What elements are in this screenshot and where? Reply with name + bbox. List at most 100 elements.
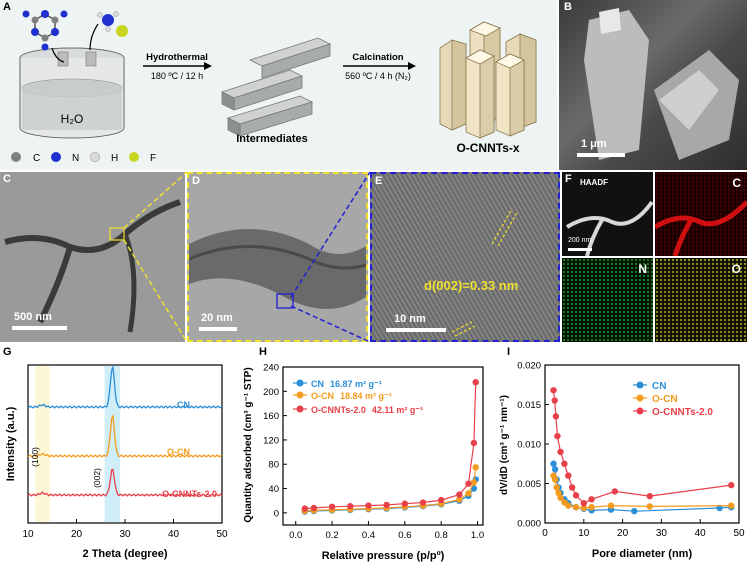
legend-marker-ocnnts [636,407,644,415]
legend-text-ocnnts: O-CNNTs-2.0 42.11 m² g⁻¹ [311,405,423,415]
y-tick-label: 0.005 [517,479,541,490]
isotherm-point [328,503,336,510]
lattice-fringe-marks [451,208,519,337]
oxygen-map: O [655,258,747,342]
isotherm-plot: 0.0 0.2 0.4 0.6 0.8 1.0 0 40 80 120 160 200 240 CN 16… [243,363,484,563]
plot-frame [282,366,484,526]
panel-g-label: G [3,346,12,358]
peak-label-100: (100) [30,447,40,467]
y-tick-label: 0.010 [517,440,541,451]
step1-title: Hydrothermal [146,52,208,63]
x-tick-label: 10 [578,528,590,539]
xrd-plot: 10 20 30 40 50 CN O-CN O-CNNTs-2.0 (100) (00… [5,364,228,560]
haadf-tubes [565,200,653,256]
panel-h-isotherm-chart: H 0.0 0.2 0.4 0.6 0.8 1.0 0 40 80 120 160 200 240 CN… [243,345,495,565]
atom-legend-h: H [111,153,118,164]
panel-c-label: C [3,173,11,185]
pore-point [568,484,576,491]
panel-d-label: D [192,175,200,187]
panel-e-label: E [375,175,383,187]
d-spacing-annotation: d(002)=0.33 nm [424,278,519,293]
legend-text-ocn: O-CN 18.84 m² g⁻¹ [311,391,392,401]
isotherm-point [437,496,445,504]
panel-g-xrd-chart: G 10 20 30 40 50 CN O-CN O-CNNTs-2.0 (100) (… [0,345,240,565]
pore-point [572,492,580,499]
scale-bar [12,326,67,330]
hexagonal-nanotubes-icon [439,21,537,139]
xrd-line-2 [27,468,223,497]
x-tick-label: 30 [656,528,668,539]
atom-legend-f: F [150,153,156,164]
isotherm-point [456,496,463,503]
y-tick-label: 0 [274,508,279,519]
x-tick-label: 0.2 [325,530,338,541]
xrd-line-1 [27,414,223,458]
pore-point [728,502,735,509]
y-tick-label: 200 [263,387,279,398]
isotherm-point [301,505,309,512]
pore-point [572,504,580,511]
legend-text-cn: CN [652,381,666,392]
water-label: H₂O [61,112,84,126]
product-label: O-CNNTs-x [456,141,519,155]
pore-point [550,387,557,394]
legend-marker-cn [296,379,304,387]
pore-point [551,476,559,483]
carbon-map-label: C [732,176,741,190]
oxygen-map-label: O [731,262,741,276]
pore-point [557,448,564,456]
isotherm-point [470,439,478,447]
pore-point [561,460,568,467]
panel-e-hrtem-image: E d(002)=0.33 nm 10 nm [370,172,560,342]
pore-point [580,504,587,512]
x-tick-label: 0.6 [398,530,411,541]
scale-bar-text: 1 μm [581,138,607,150]
x-tick-label: 0 [542,528,548,539]
pore-point [553,484,560,491]
legend-text-ocnnts: O-CNNTs-2.0 [652,407,713,418]
panel-c-tem-image: C 500 nm [0,172,185,342]
x-tick-label: 20 [617,528,629,539]
pore-point [646,503,653,510]
step2-title: Calcination [352,52,403,63]
isotherm-point [401,500,409,507]
peak-band-002 [104,366,121,522]
xrd-line-0 [27,364,223,409]
atom-legend-c: C [33,153,40,164]
pore-point [550,460,557,467]
isotherm-point [456,491,463,498]
legend: CN O-CN O-CNNTs-2.0 [633,381,713,418]
panel-f-label: F [565,173,572,185]
pore-size-plot: 0 10 20 30 40 50 0.000 0.005 0.010 0.015 0.020 CN … [499,361,745,561]
step2-conditions: 560 ºC / 4 h (N₂) [345,71,411,81]
synthesis-scheme: H₂O C N H [11,10,537,164]
x-tick-label: 20 [71,529,83,540]
scale-bar-text: 10 nm [394,313,426,325]
y-tick-label: 0.020 [517,361,541,372]
scale-bar [568,248,592,251]
x-tick-label: 50 [216,529,228,540]
atom-legend-n: N [72,153,79,164]
legend-marker-ocnnts [296,405,304,413]
scale-bar [386,328,446,332]
x-tick-label: 50 [733,528,745,539]
legend-marker-ocn [296,391,304,399]
y-tick-label: 160 [263,411,279,422]
x-tick-label: 40 [168,529,180,540]
nitrogen-map-label: N [638,262,647,276]
x-tick-label: 0.0 [289,530,302,541]
x-tick-label: 1.0 [471,530,484,541]
isotherm-point [310,504,318,512]
x-tick-label: 10 [22,529,34,540]
ammonium-fluoride-icon [97,11,128,37]
x-axis-label: Relative pressure (p/pº) [322,550,445,562]
scale-bar-text: 20 nm [201,312,233,324]
intermediates-label: Intermediates [236,133,308,145]
panel-i-label: I [507,346,511,358]
pore-point [580,500,587,507]
arrow-right-icon [143,62,212,70]
panel-d-tem-image: D 20 nm [187,172,368,342]
pore-point [588,496,595,503]
x-tick-label: 30 [119,529,131,540]
legend: CN 16.87 m² g⁻¹ O-CN 18.84 m² g⁻¹ O-CNNTs-… [293,379,423,415]
